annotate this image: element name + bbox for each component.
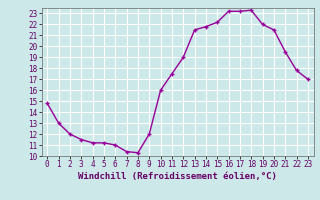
X-axis label: Windchill (Refroidissement éolien,°C): Windchill (Refroidissement éolien,°C) (78, 172, 277, 181)
